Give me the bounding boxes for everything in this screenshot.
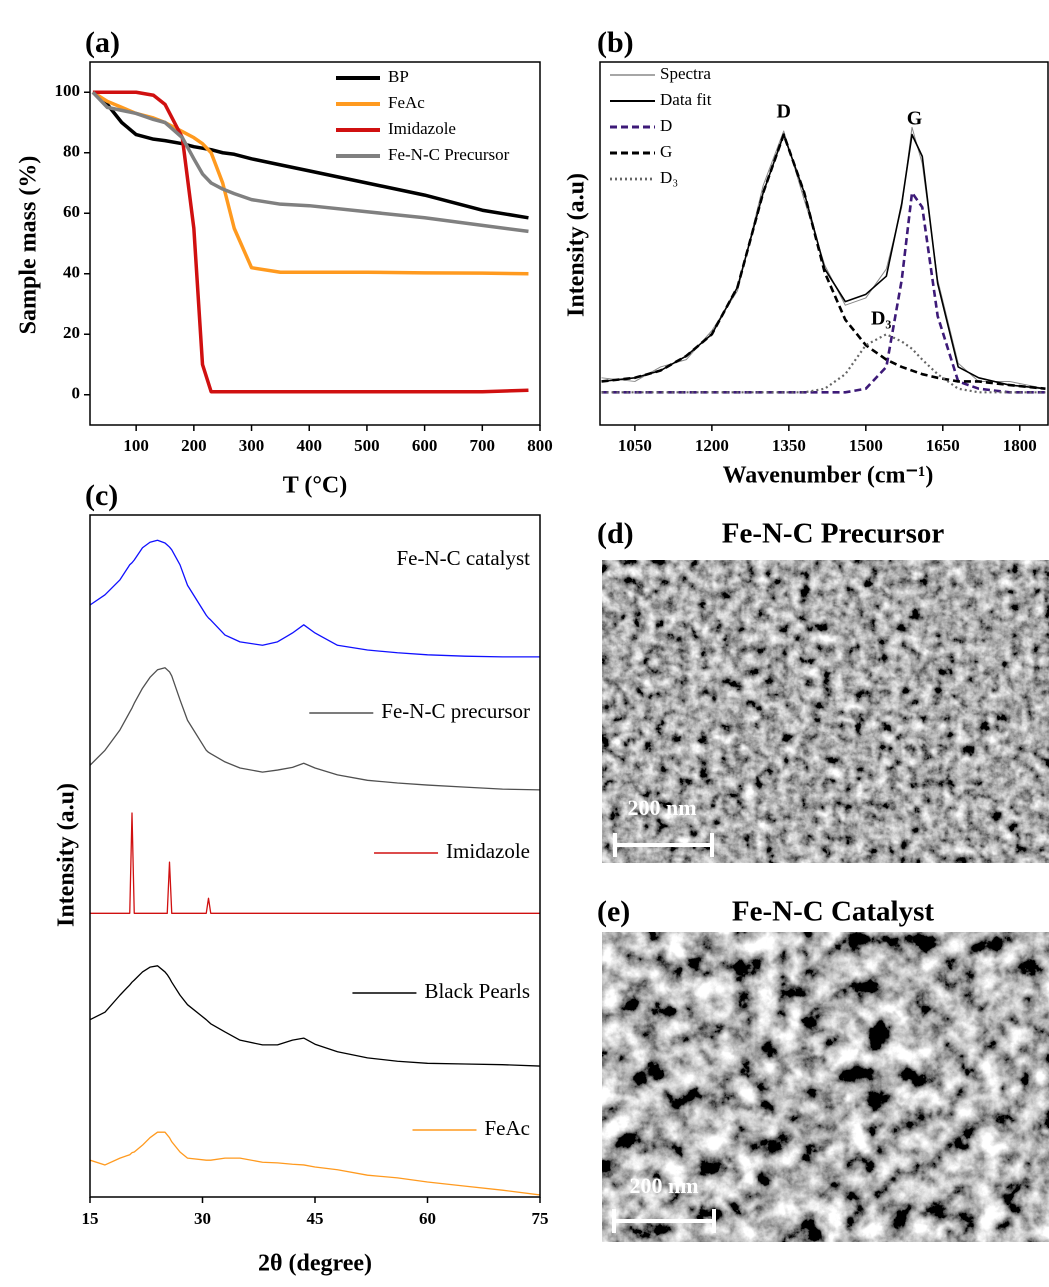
panel-label: (b) — [597, 26, 634, 59]
y-tick-label: 100 — [55, 81, 81, 100]
peak-annotation: D — [776, 100, 790, 122]
figure: (d) Fe-N-C Precursor 200 nm (e) Fe-N-C C… — [0, 0, 1049, 1282]
x-tick-label: 1200 — [695, 436, 729, 455]
series-line — [90, 1132, 540, 1195]
x-tick-label: 800 — [527, 436, 553, 455]
series-line — [93, 92, 529, 391]
x-tick-label: 30 — [194, 1209, 211, 1228]
x-tick-label: 60 — [419, 1209, 436, 1228]
y-tick-label: 80 — [63, 142, 80, 161]
x-tick-label: 700 — [470, 436, 496, 455]
scale-bar-label: 200 nm — [629, 1173, 698, 1198]
x-tick-label: 100 — [123, 436, 149, 455]
legend-label: FeAc — [485, 1116, 531, 1140]
y-axis-label: Intensity (a.u) — [54, 783, 80, 927]
panel-label: (a) — [85, 26, 120, 59]
x-tick-label: 200 — [181, 436, 207, 455]
legend-label: Imidazole — [446, 839, 530, 863]
plot-frame — [90, 62, 540, 425]
panel-title: Fe-N-C Catalyst — [732, 896, 934, 928]
legend-label: Fe-N-C Precursor — [388, 145, 510, 164]
legend-label: Imidazole — [388, 119, 456, 138]
x-axis-label: 2θ (degree) — [258, 1251, 372, 1277]
panel-label: (e) — [597, 895, 630, 928]
x-tick-label: 45 — [307, 1209, 324, 1228]
y-axis-label: Intensity (a.u) — [564, 173, 590, 317]
x-axis-label: T (°C) — [283, 473, 348, 499]
legend-label: Data fit — [660, 90, 712, 109]
panel-label: (c) — [85, 479, 118, 512]
y-axis-label: Sample mass (%) — [16, 156, 42, 335]
x-tick-label: 400 — [296, 436, 322, 455]
panel-label: (d) — [597, 517, 634, 550]
legend-label: BP — [388, 67, 409, 86]
legend-label: Black Pearls — [424, 979, 530, 1003]
series-line — [602, 193, 1046, 393]
legend-label: D — [660, 116, 672, 135]
x-tick-label: 500 — [354, 436, 380, 455]
x-tick-label: 1650 — [926, 436, 960, 455]
series-line — [90, 813, 540, 913]
x-tick-label: 1050 — [618, 436, 652, 455]
y-tick-label: 60 — [63, 202, 80, 221]
x-tick-label: 75 — [532, 1209, 549, 1228]
legend-label: G — [660, 142, 672, 161]
series-line — [90, 668, 540, 790]
series-line — [602, 334, 1046, 392]
y-tick-label: 0 — [72, 384, 81, 403]
x-tick-label: 300 — [239, 436, 265, 455]
series-line — [602, 127, 1046, 388]
legend-label: FeAc — [388, 93, 425, 112]
y-tick-label: 40 — [63, 263, 80, 282]
peak-annotation: D₃ — [871, 307, 891, 329]
x-tick-label: 15 — [82, 1209, 99, 1228]
legend-label: D₃ — [660, 168, 678, 187]
scale-bar-label: 200 nm — [627, 795, 696, 820]
panel-title: Fe-N-C Precursor — [722, 518, 945, 550]
legend-label: Fe-N-C precursor — [381, 699, 530, 723]
x-axis-label: Wavenumber (cm⁻¹) — [723, 463, 934, 489]
x-tick-label: 1800 — [1003, 436, 1037, 455]
x-tick-label: 1350 — [772, 436, 806, 455]
x-tick-label: 600 — [412, 436, 438, 455]
legend-label: Spectra — [660, 64, 711, 83]
y-tick-label: 20 — [63, 323, 80, 342]
peak-annotation: G — [907, 108, 923, 130]
legend-label: Fe-N-C catalyst — [396, 546, 530, 570]
x-tick-label: 1500 — [849, 436, 883, 455]
